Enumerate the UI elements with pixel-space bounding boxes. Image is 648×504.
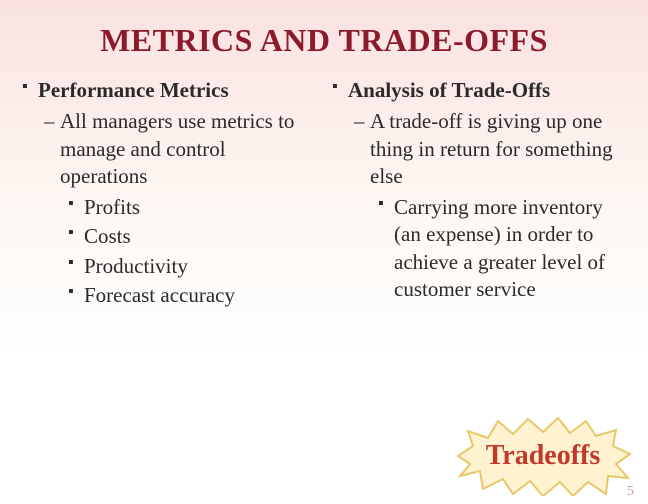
left-item: Costs bbox=[22, 223, 316, 250]
right-heading: Analysis of Trade-Offs bbox=[332, 77, 626, 104]
starburst-callout: Tradeoffs bbox=[448, 416, 638, 496]
content-columns: Performance Metrics All managers use met… bbox=[0, 77, 648, 311]
left-item: Productivity bbox=[22, 253, 316, 280]
right-column: Analysis of Trade-Offs A trade-off is gi… bbox=[324, 77, 626, 311]
left-heading: Performance Metrics bbox=[22, 77, 316, 104]
left-item: Profits bbox=[22, 194, 316, 221]
left-item: Forecast accuracy bbox=[22, 282, 316, 309]
left-column: Performance Metrics All managers use met… bbox=[22, 77, 324, 311]
right-item: Carrying more inventory (an expense) in … bbox=[332, 194, 626, 303]
left-subpoint: All managers use metrics to manage and c… bbox=[22, 108, 316, 190]
page-number: 5 bbox=[627, 484, 634, 500]
slide-title: METRICS AND TRADE-OFFS bbox=[0, 0, 648, 77]
right-subpoint: A trade-off is giving up one thing in re… bbox=[332, 108, 626, 190]
starburst-label: Tradeoffs bbox=[486, 440, 601, 472]
